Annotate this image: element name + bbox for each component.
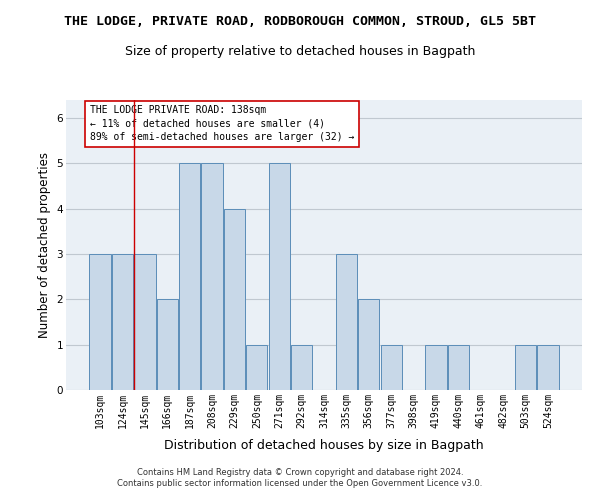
- X-axis label: Distribution of detached houses by size in Bagpath: Distribution of detached houses by size …: [164, 439, 484, 452]
- Bar: [202, 164, 223, 390]
- Bar: [179, 164, 200, 390]
- Text: Size of property relative to detached houses in Bagpath: Size of property relative to detached ho…: [125, 45, 475, 58]
- Text: THE LODGE PRIVATE ROAD: 138sqm
← 11% of detached houses are smaller (4)
89% of s: THE LODGE PRIVATE ROAD: 138sqm ← 11% of …: [90, 106, 355, 142]
- Bar: [425, 344, 446, 390]
- Bar: [246, 344, 268, 390]
- Bar: [134, 254, 155, 390]
- Text: Contains HM Land Registry data © Crown copyright and database right 2024.
Contai: Contains HM Land Registry data © Crown c…: [118, 468, 482, 487]
- Bar: [224, 209, 245, 390]
- Bar: [291, 344, 312, 390]
- Bar: [380, 344, 402, 390]
- Bar: [157, 300, 178, 390]
- Bar: [358, 300, 379, 390]
- Bar: [336, 254, 357, 390]
- Bar: [515, 344, 536, 390]
- Bar: [269, 164, 290, 390]
- Bar: [89, 254, 111, 390]
- Y-axis label: Number of detached properties: Number of detached properties: [38, 152, 51, 338]
- Bar: [537, 344, 559, 390]
- Text: THE LODGE, PRIVATE ROAD, RODBOROUGH COMMON, STROUD, GL5 5BT: THE LODGE, PRIVATE ROAD, RODBOROUGH COMM…: [64, 15, 536, 28]
- Bar: [112, 254, 133, 390]
- Bar: [448, 344, 469, 390]
